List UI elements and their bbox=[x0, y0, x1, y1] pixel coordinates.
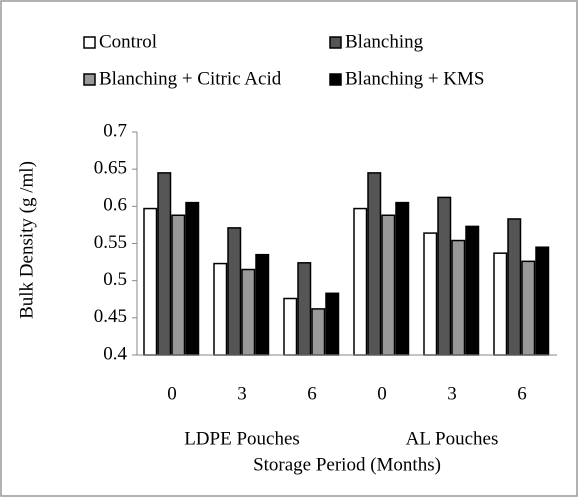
x-tick-label: 3 bbox=[447, 383, 457, 404]
x-tick-label: 6 bbox=[517, 383, 527, 404]
bar bbox=[227, 227, 242, 356]
bar bbox=[381, 214, 396, 356]
bar bbox=[255, 253, 270, 356]
bar bbox=[157, 172, 172, 356]
bar bbox=[535, 246, 550, 356]
bar bbox=[493, 252, 508, 356]
legend-swatch bbox=[329, 36, 342, 49]
legend-swatch bbox=[83, 73, 96, 86]
bar bbox=[451, 239, 466, 356]
y-tick-label: 0.5 bbox=[103, 269, 127, 290]
bar bbox=[283, 297, 298, 356]
x-axis-label: Storage Period (Months) bbox=[253, 454, 441, 475]
group-label: AL Pouches bbox=[406, 428, 499, 449]
y-tick-label: 0.6 bbox=[103, 195, 127, 216]
bar bbox=[353, 207, 368, 356]
bar bbox=[395, 201, 410, 356]
bar bbox=[143, 207, 158, 356]
y-tick-label: 0.65 bbox=[94, 158, 127, 179]
legend-label: Control bbox=[99, 31, 157, 52]
group-label: LDPE Pouches bbox=[184, 428, 300, 449]
bar bbox=[311, 308, 326, 356]
legend-label: Blanching + KMS bbox=[345, 68, 485, 89]
y-tick-label: 0.4 bbox=[103, 343, 127, 364]
bar bbox=[465, 225, 480, 356]
y-tick-label: 0.7 bbox=[103, 120, 127, 141]
bar bbox=[213, 262, 228, 356]
y-axis-label: Bulk Density (g /ml) bbox=[16, 161, 37, 319]
legend-label: Blanching bbox=[345, 31, 424, 52]
bar bbox=[171, 214, 186, 356]
bar bbox=[367, 172, 382, 356]
x-tick-label: 0 bbox=[167, 383, 177, 404]
bar bbox=[507, 218, 522, 356]
y-tick-label: 0.55 bbox=[94, 232, 127, 253]
x-tick-label: 0 bbox=[377, 383, 387, 404]
x-tick-label: 6 bbox=[307, 383, 317, 404]
bar bbox=[521, 260, 536, 356]
y-tick-label: 0.45 bbox=[94, 306, 127, 327]
bar bbox=[437, 196, 452, 356]
bar bbox=[185, 201, 200, 356]
bar bbox=[241, 268, 256, 356]
bar bbox=[325, 292, 340, 356]
legend-label: Blanching + Citric Acid bbox=[99, 68, 282, 89]
bar bbox=[297, 262, 312, 356]
bar bbox=[423, 232, 438, 356]
legend-swatch bbox=[329, 73, 342, 86]
x-tick-label: 3 bbox=[237, 383, 247, 404]
legend-swatch bbox=[83, 36, 96, 49]
